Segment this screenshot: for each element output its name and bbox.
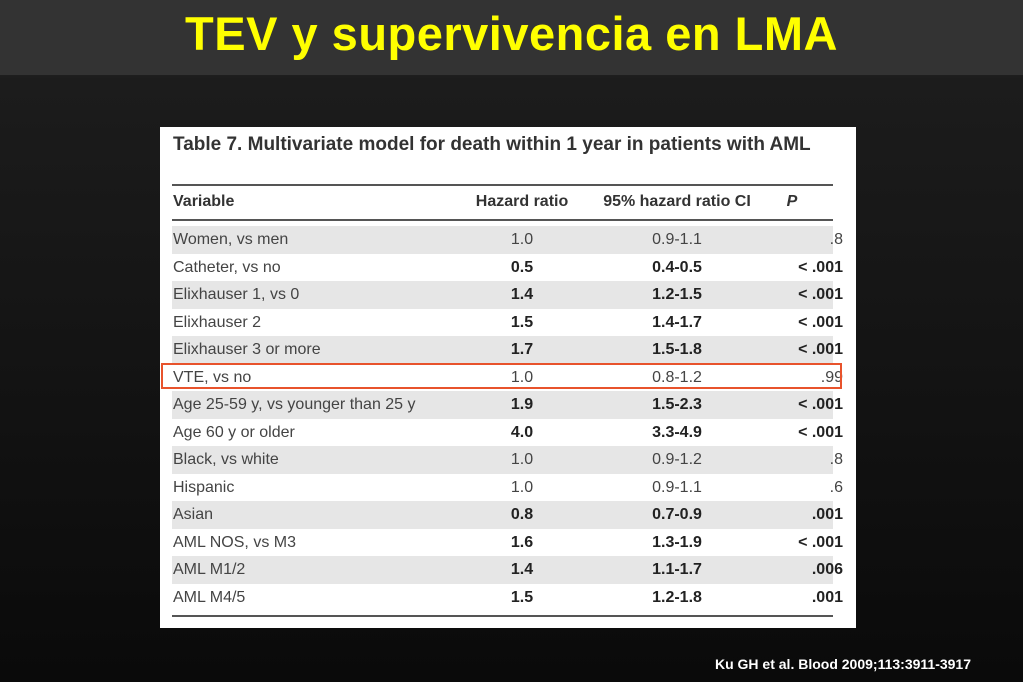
cell-ci: 1.2-1.8 [652,588,702,606]
cell-hazard-ratio: 1.7 [510,341,534,358]
table-rule-bottom [172,615,833,617]
cell-variable: Black, vs white [173,451,279,468]
table-row: AML M4/5 1.5 1.2-1.8 .001 [172,584,843,612]
cell-hazard-ratio: 1.0 [510,368,534,386]
table-row: Women, vs men 1.0 0.9-1.1 .8 [172,226,843,254]
cell-ci: 1.5-1.8 [652,341,702,358]
cell-ci: 0.9-1.1 [652,478,702,496]
cell-variable: Hispanic [173,478,235,496]
cell-p: .006 [811,561,843,578]
cell-p: .8 [829,231,843,248]
cell-p: .8 [829,451,843,468]
title-bar [0,0,1023,75]
table-row: Elixhauser 3 or more 1.7 1.5-1.8 < .001 [172,336,843,364]
cell-p: .99 [820,368,843,386]
header-hazard-ratio: Hazard ratio [475,193,569,210]
table-row: Catheter, vs no 0.5 0.4-0.5 < .001 [172,254,843,282]
cell-hazard-ratio: 0.8 [510,506,534,523]
citation: Ku GH et al. Blood 2009;113:3911-3917 [714,656,971,672]
cell-p: < .001 [798,533,843,551]
table-body: Women, vs men 1.0 0.9-1.1 .8 Catheter, vs no… [172,226,843,612]
cell-ci: 1.5-2.3 [652,396,702,413]
table-card: Table 7. Multivariate model for death wi… [160,127,856,628]
cell-variable: Asian [173,506,214,523]
cell-variable: Catheter, vs no [173,258,281,276]
cell-ci: 3.3-4.9 [652,423,702,441]
cell-ci: 1.4-1.7 [652,313,702,331]
cell-hazard-ratio: 1.5 [510,313,534,331]
header-p: P [786,193,798,210]
cell-p: .6 [829,478,843,496]
table-row: Elixhauser 2 1.5 1.4-1.7 < .001 [172,309,843,337]
cell-variable: Elixhauser 2 [173,313,262,331]
cell-p: .001 [811,588,843,606]
table-row: VTE, vs no 1.0 0.8-1.2 .99 [172,364,843,392]
cell-hazard-ratio: 1.4 [510,561,534,578]
cell-p: < .001 [798,423,843,441]
cell-p: .001 [811,506,843,523]
header-ci: 95% hazard ratio CI [603,193,751,210]
cell-hazard-ratio: 1.5 [510,588,534,606]
cell-variable: VTE, vs no [173,368,252,386]
cell-ci: 0.9-1.1 [652,231,702,248]
table-row: Black, vs white 1.0 0.9-1.2 .8 [172,446,843,474]
cell-hazard-ratio: 1.9 [510,396,534,413]
slide-title: TEV y supervivencia en LMA [185,7,838,60]
cell-variable: Elixhauser 3 or more [173,341,321,358]
cell-variable: Elixhauser 1, vs 0 [173,286,300,303]
cell-p: < .001 [798,258,843,276]
cell-hazard-ratio: 1.0 [510,451,534,468]
cell-variable: AML M1/2 [173,561,246,578]
cell-hazard-ratio: 4.0 [510,423,534,441]
cell-ci: 0.7-0.9 [652,506,702,523]
cell-variable: AML NOS, vs M3 [173,533,296,551]
table-rule-top [172,184,833,186]
cell-hazard-ratio: 0.5 [510,258,534,276]
table-row: Age 60 y or older 4.0 3.3-4.9 < .001 [172,419,843,447]
table-caption: Table 7. Multivariate model for death wi… [173,134,811,155]
cell-hazard-ratio: 1.4 [510,286,534,303]
cell-hazard-ratio: 1.0 [510,478,534,496]
cell-ci: 0.4-0.5 [652,258,702,276]
table-row: AML NOS, vs M3 1.6 1.3-1.9 < .001 [172,529,843,557]
table-row: AML M1/2 1.4 1.1-1.7 .006 [172,556,843,584]
cell-ci: 1.3-1.9 [652,533,702,551]
table-row: Elixhauser 1, vs 0 1.4 1.2-1.5 < .001 [172,281,843,309]
cell-p: < .001 [798,313,843,331]
cell-ci: 0.9-1.2 [652,451,702,468]
cell-p: < .001 [798,396,843,413]
table-row: Age 25-59 y, vs younger than 25 y 1.9 1.5-… [172,391,843,419]
table-row: Asian 0.8 0.7-0.9 .001 [172,501,843,529]
cell-ci: 1.2-1.5 [652,286,702,303]
table-header-row: Variable Hazard ratio 95% hazard ratio C… [172,189,833,215]
header-variable: Variable [173,193,235,210]
table-rule-header [172,219,833,221]
vte-row-highlight [161,363,842,389]
cell-p: < .001 [798,286,843,303]
table-row: Hispanic 1.0 0.9-1.1 .6 [172,474,843,502]
cell-variable: AML M4/5 [173,588,246,606]
cell-ci: 1.1-1.7 [652,561,702,578]
cell-variable: Women, vs men [173,231,289,248]
cell-variable: Age 60 y or older [173,423,295,441]
cell-hazard-ratio: 1.0 [510,231,534,248]
cell-hazard-ratio: 1.6 [510,533,534,551]
cell-ci: 0.8-1.2 [652,368,702,386]
cell-variable: Age 25-59 y, vs younger than 25 y [173,396,416,413]
cell-p: < .001 [798,341,843,358]
